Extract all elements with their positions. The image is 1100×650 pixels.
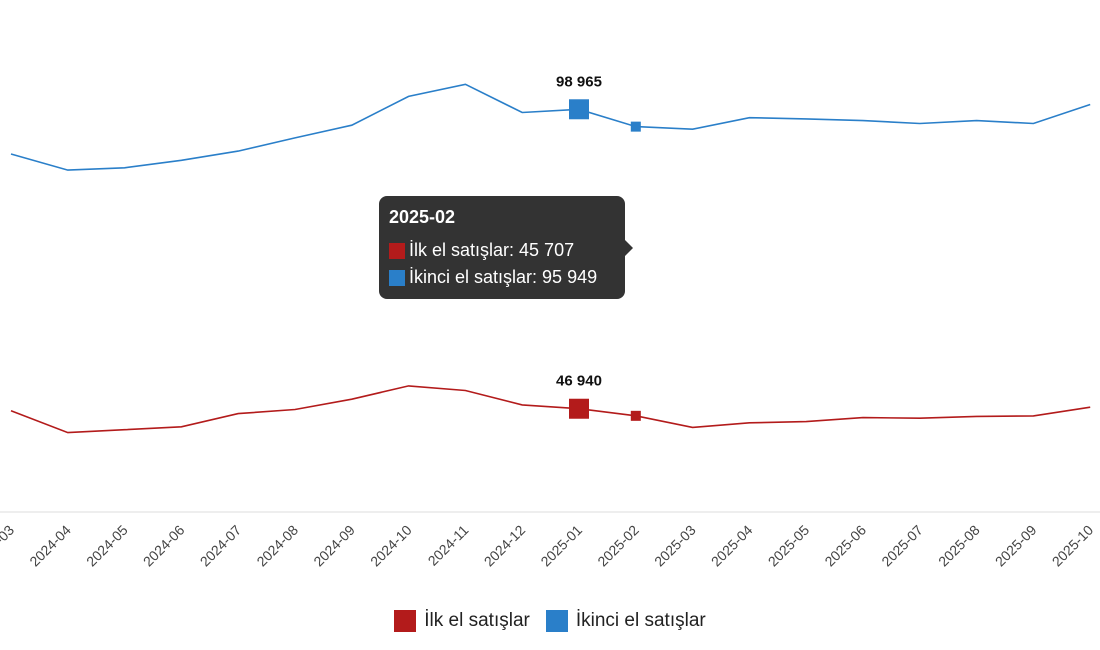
- series-1-marker-10[interactable]: [569, 99, 589, 120]
- x-tick-label: 2025-09: [992, 522, 1040, 570]
- legend-item-first-hand[interactable]: İlk el satışlar: [394, 610, 530, 632]
- tooltip-text-first-hand: İlk el satışlar: 45 707: [409, 240, 575, 260]
- x-axis-ticks: 2024-03 2024-04 2024-05 2024-06 2024-07 2024-…: [0, 522, 1096, 570]
- series-line-0: [10, 385, 1091, 434]
- legend-label-first-hand: İlk el satışlar: [424, 610, 530, 631]
- x-tick-label: 2024-10: [367, 522, 415, 570]
- tooltip-title: 2025-02: [389, 207, 456, 227]
- x-tick-label: 2025-10: [1049, 522, 1097, 570]
- x-tick-label: 2025-05: [765, 522, 813, 570]
- x-tick-label: 2024-08: [253, 522, 301, 570]
- x-tick-label: 2025-04: [708, 522, 756, 570]
- plot-area: 98 965 46 940: [10, 73, 1091, 434]
- x-tick-label: 2024-05: [83, 522, 131, 570]
- tooltip-swatch-second-hand: [389, 269, 405, 286]
- data-label-0: 98 965: [556, 73, 602, 90]
- legend-swatch-second-hand: [545, 610, 568, 632]
- x-tick-label: 2024-12: [481, 522, 529, 570]
- x-tick-label: 2025-07: [878, 522, 926, 570]
- series-1-marker-11[interactable]: [630, 121, 641, 132]
- x-tick-label: 2024-09: [310, 522, 358, 570]
- x-tick-label: 2025-01: [537, 522, 585, 570]
- legend-label-second-hand: İkinci el satışlar: [575, 610, 706, 631]
- series-line-1: [10, 83, 1091, 171]
- series-0-marker-10[interactable]: [569, 398, 589, 419]
- tooltip-row-first-hand: İlk el satışlar: 45 707: [389, 237, 615, 264]
- x-tick-label: 2025-06: [821, 522, 869, 570]
- series-0-marker-11[interactable]: [630, 410, 641, 421]
- x-tick-label: 2024-03: [0, 522, 17, 570]
- x-tick-label: 2025-08: [935, 522, 983, 570]
- x-tick-label: 2024-11: [425, 522, 472, 569]
- tooltip-swatch-first-hand: [389, 242, 405, 259]
- x-tick-label: 2024-07: [197, 522, 245, 570]
- tooltip-row-second-hand: İkinci el satışlar: 95 949: [389, 264, 615, 291]
- chart-legend: İlk el satışlar İkinci el satışlar: [0, 610, 1100, 632]
- x-tick-label: 2025-02: [594, 522, 642, 570]
- legend-swatch-first-hand: [394, 610, 417, 632]
- legend-item-second-hand[interactable]: İkinci el satışlar: [545, 610, 706, 632]
- chart-tooltip: 2025-02 İlk el satışlar: 45 707 İkinci e…: [379, 196, 633, 299]
- x-tick-label: 2024-06: [140, 522, 188, 570]
- x-tick-label: 2025-03: [651, 522, 699, 570]
- tooltip-text-second-hand: İkinci el satışlar: 95 949: [409, 267, 598, 287]
- data-label-1: 46 940: [556, 373, 602, 390]
- x-tick-label: 2024-04: [26, 522, 74, 570]
